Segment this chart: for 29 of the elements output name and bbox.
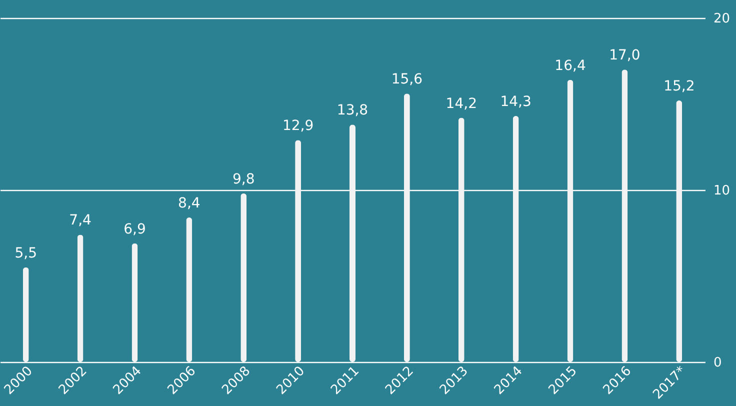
bar bbox=[295, 140, 302, 362]
bar bbox=[512, 116, 519, 362]
bar bbox=[240, 193, 247, 362]
data-label: 15,6 bbox=[391, 72, 423, 88]
bar bbox=[22, 267, 29, 362]
bar bbox=[676, 100, 682, 362]
bar bbox=[458, 118, 464, 362]
data-label: 14,3 bbox=[500, 94, 532, 110]
data-label: 8,4 bbox=[178, 196, 200, 212]
y-tick-label: 20 bbox=[714, 12, 730, 26]
data-label: 13,8 bbox=[336, 102, 368, 119]
bar bbox=[350, 124, 356, 362]
data-label: 17,0 bbox=[609, 48, 640, 64]
bar bbox=[622, 70, 628, 362]
bar bbox=[132, 243, 138, 362]
data-label: 5,5 bbox=[14, 245, 37, 262]
bar bbox=[567, 80, 574, 362]
data-label: 15,2 bbox=[664, 78, 695, 95]
y-tick-label: 0 bbox=[714, 356, 722, 370]
bar bbox=[404, 94, 410, 362]
y-tick-label: 10 bbox=[714, 184, 730, 198]
data-label: 9,8 bbox=[232, 171, 255, 188]
data-label: 14,2 bbox=[446, 96, 477, 112]
bar bbox=[186, 218, 192, 362]
data-label: 16,4 bbox=[554, 58, 586, 74]
data-label: 7,4 bbox=[69, 212, 92, 229]
data-label: 6,9 bbox=[124, 221, 146, 238]
bar bbox=[77, 234, 84, 362]
data-label: 12,9 bbox=[282, 118, 314, 134]
